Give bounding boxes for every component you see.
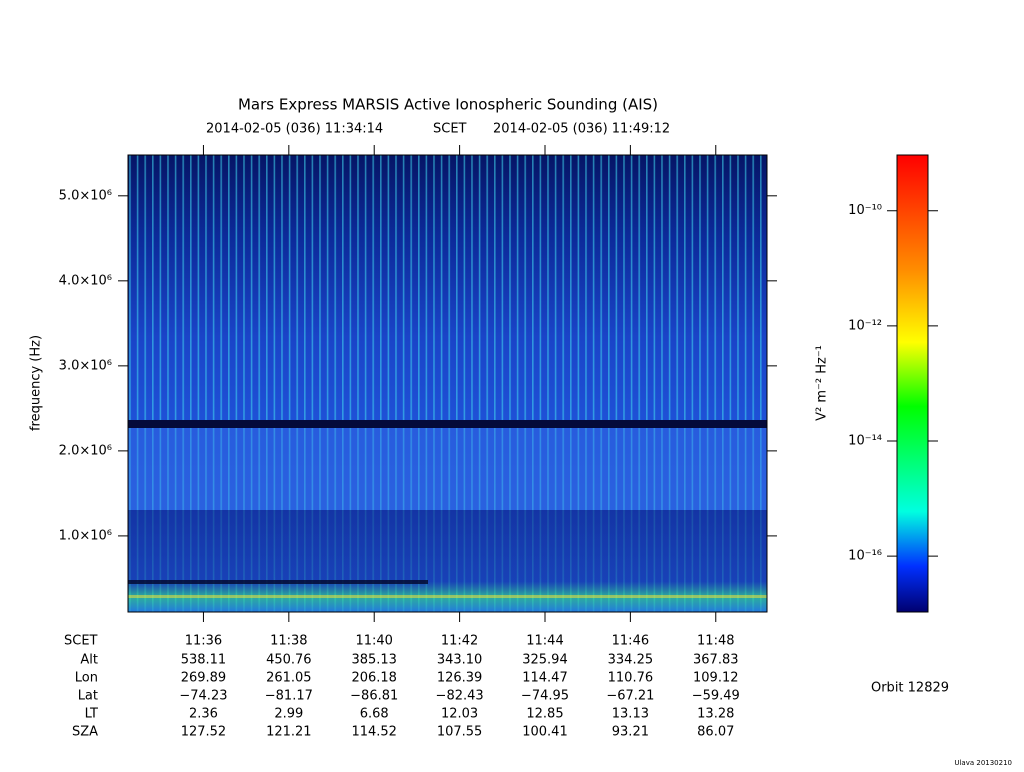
ephemeris-value: 13.13 — [612, 707, 649, 722]
y-tick-label: 5.0×10⁶ — [59, 188, 112, 203]
ephemeris-value: 107.55 — [437, 725, 483, 740]
ephemeris-label: Lat — [78, 689, 98, 704]
ephemeris-value: 100.41 — [522, 725, 568, 740]
ephemeris-label: Alt — [80, 653, 98, 668]
colorbar-tick-label: 10⁻¹⁶ — [848, 549, 882, 564]
y-tick-label: 3.0×10⁶ — [59, 358, 112, 373]
ephemeris-value: −67.21 — [606, 689, 654, 704]
ephemeris-value: 6.68 — [360, 707, 389, 722]
y-tick-label: 4.0×10⁶ — [59, 273, 112, 288]
ephemeris-label: LT — [85, 707, 98, 722]
ephemeris-value: 261.05 — [266, 671, 312, 686]
end-time: 2014-02-05 (036) 11:49:12 — [493, 122, 670, 137]
ephemeris-value: −82.43 — [436, 689, 484, 704]
ephemeris-value: 93.21 — [612, 725, 649, 740]
ephemeris-value: 110.76 — [608, 671, 654, 686]
colorbar — [896, 154, 929, 613]
ephemeris-value: 206.18 — [351, 671, 397, 686]
y-tick-label: 1.0×10⁶ — [59, 528, 112, 543]
start-time: 2014-02-05 (036) 11:34:14 — [206, 122, 383, 137]
ephemeris-value: 385.13 — [351, 653, 397, 668]
x-tick-label: 11:36 — [185, 634, 222, 649]
ephemeris-value: 12.85 — [526, 707, 563, 722]
ephemeris-value: 126.39 — [437, 671, 483, 686]
ephemeris-value: −81.17 — [265, 689, 313, 704]
footer: Ulava 20130210 — [954, 759, 1012, 767]
y-tick-label: 2.0×10⁶ — [59, 443, 112, 458]
ephemeris-value: 450.76 — [266, 653, 312, 668]
ephemeris-value: 2.99 — [274, 707, 303, 722]
x-tick-label: 11:40 — [355, 634, 392, 649]
ephemeris-value: 2.36 — [189, 707, 218, 722]
y-axis-label: frequency (Hz) — [29, 335, 44, 431]
colorbar-tick-label: 10⁻¹² — [848, 318, 882, 333]
ephemeris-value: 13.28 — [697, 707, 734, 722]
ephemeris-value: 12.03 — [441, 707, 478, 722]
time-label: SCET — [433, 122, 467, 137]
spectrogram-image — [128, 155, 767, 612]
ephemeris-label: Lon — [75, 671, 98, 686]
ephemeris-value: 127.52 — [181, 725, 227, 740]
orbit: Orbit 12829 — [871, 681, 949, 696]
x-tick-label: 11:38 — [270, 634, 307, 649]
ephemeris-value: 121.21 — [266, 725, 312, 740]
ephemeris-value: 114.52 — [351, 725, 397, 740]
chart-title: Mars Express MARSIS Active Ionospheric S… — [238, 96, 658, 114]
ephemeris-value: −74.23 — [179, 689, 227, 704]
ephemeris-value: 538.11 — [181, 653, 227, 668]
ephemeris-value: 114.47 — [522, 671, 568, 686]
x-tick-label: 11:46 — [612, 634, 649, 649]
ephemeris-value: 367.83 — [693, 653, 739, 668]
ephemeris-value: 343.10 — [437, 653, 483, 668]
colorbar-tick-label: 10⁻¹⁴ — [848, 434, 882, 449]
plot-frame — [127, 154, 768, 613]
x-tick-label: 11:48 — [697, 634, 734, 649]
time-row-label: SCET — [64, 634, 98, 649]
ephemeris-value: 109.12 — [693, 671, 739, 686]
x-tick-label: 11:44 — [526, 634, 563, 649]
ephemeris-value: −86.81 — [350, 689, 398, 704]
ephemeris-value: −59.49 — [692, 689, 740, 704]
ephemeris-value: 334.25 — [608, 653, 654, 668]
ephemeris-value: −74.95 — [521, 689, 569, 704]
ephemeris-value: 86.07 — [697, 725, 734, 740]
ephemeris-label: SZA — [72, 725, 98, 740]
ephemeris-value: 325.94 — [522, 653, 568, 668]
colorbar-tick-label: 10⁻¹⁰ — [848, 203, 882, 218]
colorbar-label: V² m⁻² Hz⁻¹ — [815, 345, 830, 421]
x-tick-label: 11:42 — [441, 634, 478, 649]
ephemeris-value: 269.89 — [181, 671, 227, 686]
